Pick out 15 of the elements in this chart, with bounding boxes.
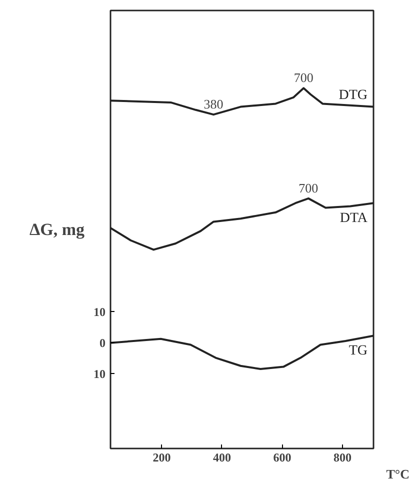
series-label: TG: [348, 344, 368, 359]
x-tick-label: 200: [152, 450, 171, 464]
x-tick-label: 600: [273, 450, 292, 464]
annotation: 380: [204, 96, 224, 112]
y-tick-label: 10: [94, 304, 106, 319]
annotation: 700: [298, 180, 318, 196]
x-axis-title: T°C: [386, 466, 410, 482]
y-tick-label: 10: [94, 366, 106, 381]
x-tick-label: 800: [333, 450, 352, 464]
series-label: DTG: [338, 88, 368, 103]
series-label: DTA: [340, 211, 368, 226]
x-tick-label: 400: [212, 450, 231, 464]
y-axis-title: ΔG, mg: [29, 220, 85, 239]
y-tick-label: 0: [100, 336, 106, 350]
annotation: 700: [294, 70, 314, 86]
